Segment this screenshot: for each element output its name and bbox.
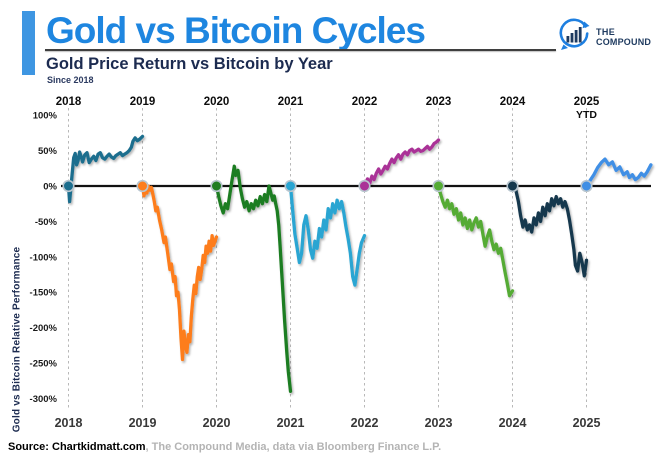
- top-year-sublabel-YTD: YTD: [576, 109, 597, 121]
- top-year-label-2018: 2018: [56, 96, 82, 108]
- series-start-dot-2025-ytd: [580, 179, 593, 193]
- series-line-2021: [288, 184, 367, 287]
- y-tick--200%: -200%: [30, 323, 58, 334]
- y-tick--50%: -50%: [35, 217, 58, 228]
- page-title: Gold vs Bitcoin Cycles: [46, 10, 426, 51]
- top-year-label-2021: 2021: [278, 96, 304, 108]
- series-start-dot-2024: [506, 179, 519, 193]
- series-line-2018: [66, 134, 145, 204]
- top-year-label-2024: 2024: [500, 96, 526, 108]
- top-year-label-2019: 2019: [130, 96, 156, 108]
- series-line-2024: [510, 180, 589, 278]
- title-accent-bar: [22, 11, 35, 75]
- bottom-year-label-2022: 2022: [351, 416, 379, 430]
- bottom-year-label-2024: 2024: [499, 416, 527, 430]
- source-gray-text: , The Compound Media, data via Bloomberg…: [145, 441, 442, 453]
- source-bold-text: Source: Chartkidmatt.com: [8, 441, 146, 453]
- top-year-label-2023: 2023: [426, 96, 452, 108]
- logo-line-2: COMPOUND: [596, 36, 652, 47]
- bottom-year-label-2021: 2021: [277, 416, 305, 430]
- series-line-2025-ytd: [584, 157, 653, 188]
- y-axis-title: Gold vs Bitcoin Relative Performance: [11, 246, 23, 433]
- the-compound-logo: THE COMPOUND: [556, 17, 651, 58]
- series-start-dot-2020: [210, 179, 223, 193]
- series-start-dot-2018: [62, 179, 75, 193]
- y-tick--300%: -300%: [30, 394, 58, 405]
- since-label: Since 2018: [47, 75, 94, 85]
- chart-subtitle: Gold Price Return vs Bitcoin by Year: [46, 55, 333, 73]
- series-start-dot-2019: [136, 179, 149, 193]
- top-year-label-2022: 2022: [352, 96, 378, 108]
- source-line: Source: Chartkidmatt.com, The Compound M…: [8, 441, 441, 453]
- series-start-dot-2022: [358, 179, 371, 193]
- bottom-year-label-2020: 2020: [203, 416, 231, 430]
- logo-wordmark: THE COMPOUND: [596, 27, 652, 47]
- bottom-year-label-2025: 2025: [573, 416, 601, 430]
- chart-area: 2018 2018 2019 2019 2020 2020 2021 2021 2022 2022…: [0, 90, 660, 435]
- series-line-2023: [436, 184, 515, 298]
- y-tick--150%: -150%: [30, 288, 58, 299]
- compound-chart-bubble-icon: [556, 17, 592, 58]
- logo-line-1: THE: [596, 27, 616, 38]
- series-start-dot-2023: [432, 179, 445, 193]
- series-line-2020: [214, 164, 293, 393]
- y-tick-50%: 50%: [38, 146, 58, 157]
- y-tick--250%: -250%: [30, 359, 58, 370]
- top-year-label-2025: 2025: [574, 96, 600, 108]
- series-line-2022: [362, 138, 441, 188]
- y-tick--100%: -100%: [30, 252, 58, 263]
- series-line-2019: [140, 184, 219, 362]
- y-tick-0%: 0%: [43, 182, 57, 193]
- gold-vs-bitcoin-line-chart: 2018 2018 2019 2019 2020 2020 2021 2021 2022 2022…: [30, 96, 653, 430]
- series-start-dot-2021: [284, 179, 297, 193]
- bottom-year-label-2018: 2018: [55, 416, 83, 430]
- bottom-year-label-2019: 2019: [129, 416, 157, 430]
- bottom-year-label-2023: 2023: [425, 416, 453, 430]
- title-underline: [45, 49, 556, 51]
- top-year-label-2020: 2020: [204, 96, 230, 108]
- y-tick-100%: 100%: [33, 111, 58, 122]
